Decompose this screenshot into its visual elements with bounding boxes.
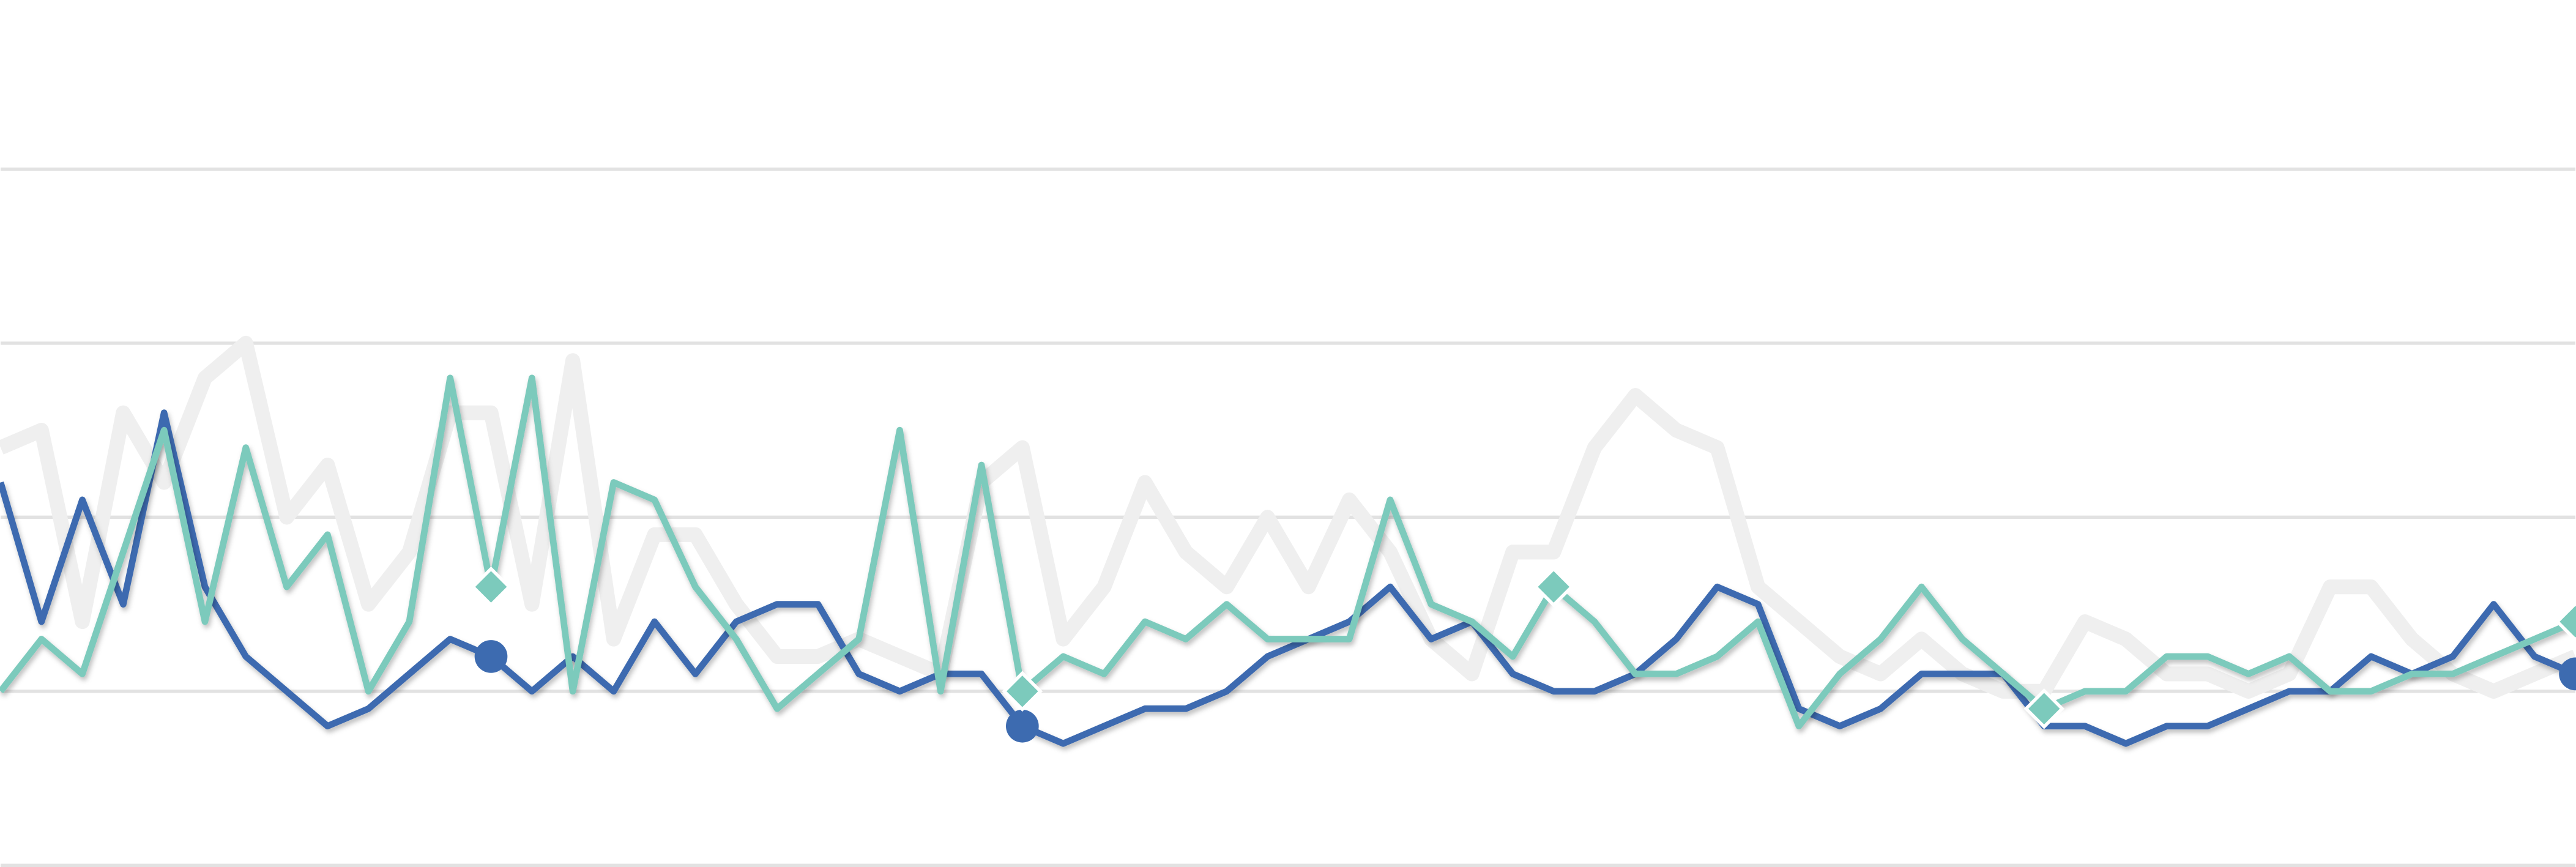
marker xyxy=(474,640,508,673)
marker xyxy=(1002,671,1043,712)
marker xyxy=(2555,601,2576,642)
line-series xyxy=(0,374,2576,730)
marker xyxy=(1005,709,1039,743)
marker xyxy=(471,566,512,608)
line-series xyxy=(0,409,2576,747)
marker xyxy=(1533,566,1574,608)
marker xyxy=(2559,657,2576,691)
marker xyxy=(2023,688,2065,729)
